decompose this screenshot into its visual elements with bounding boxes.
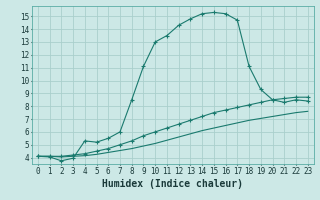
X-axis label: Humidex (Indice chaleur): Humidex (Indice chaleur) xyxy=(102,179,243,189)
